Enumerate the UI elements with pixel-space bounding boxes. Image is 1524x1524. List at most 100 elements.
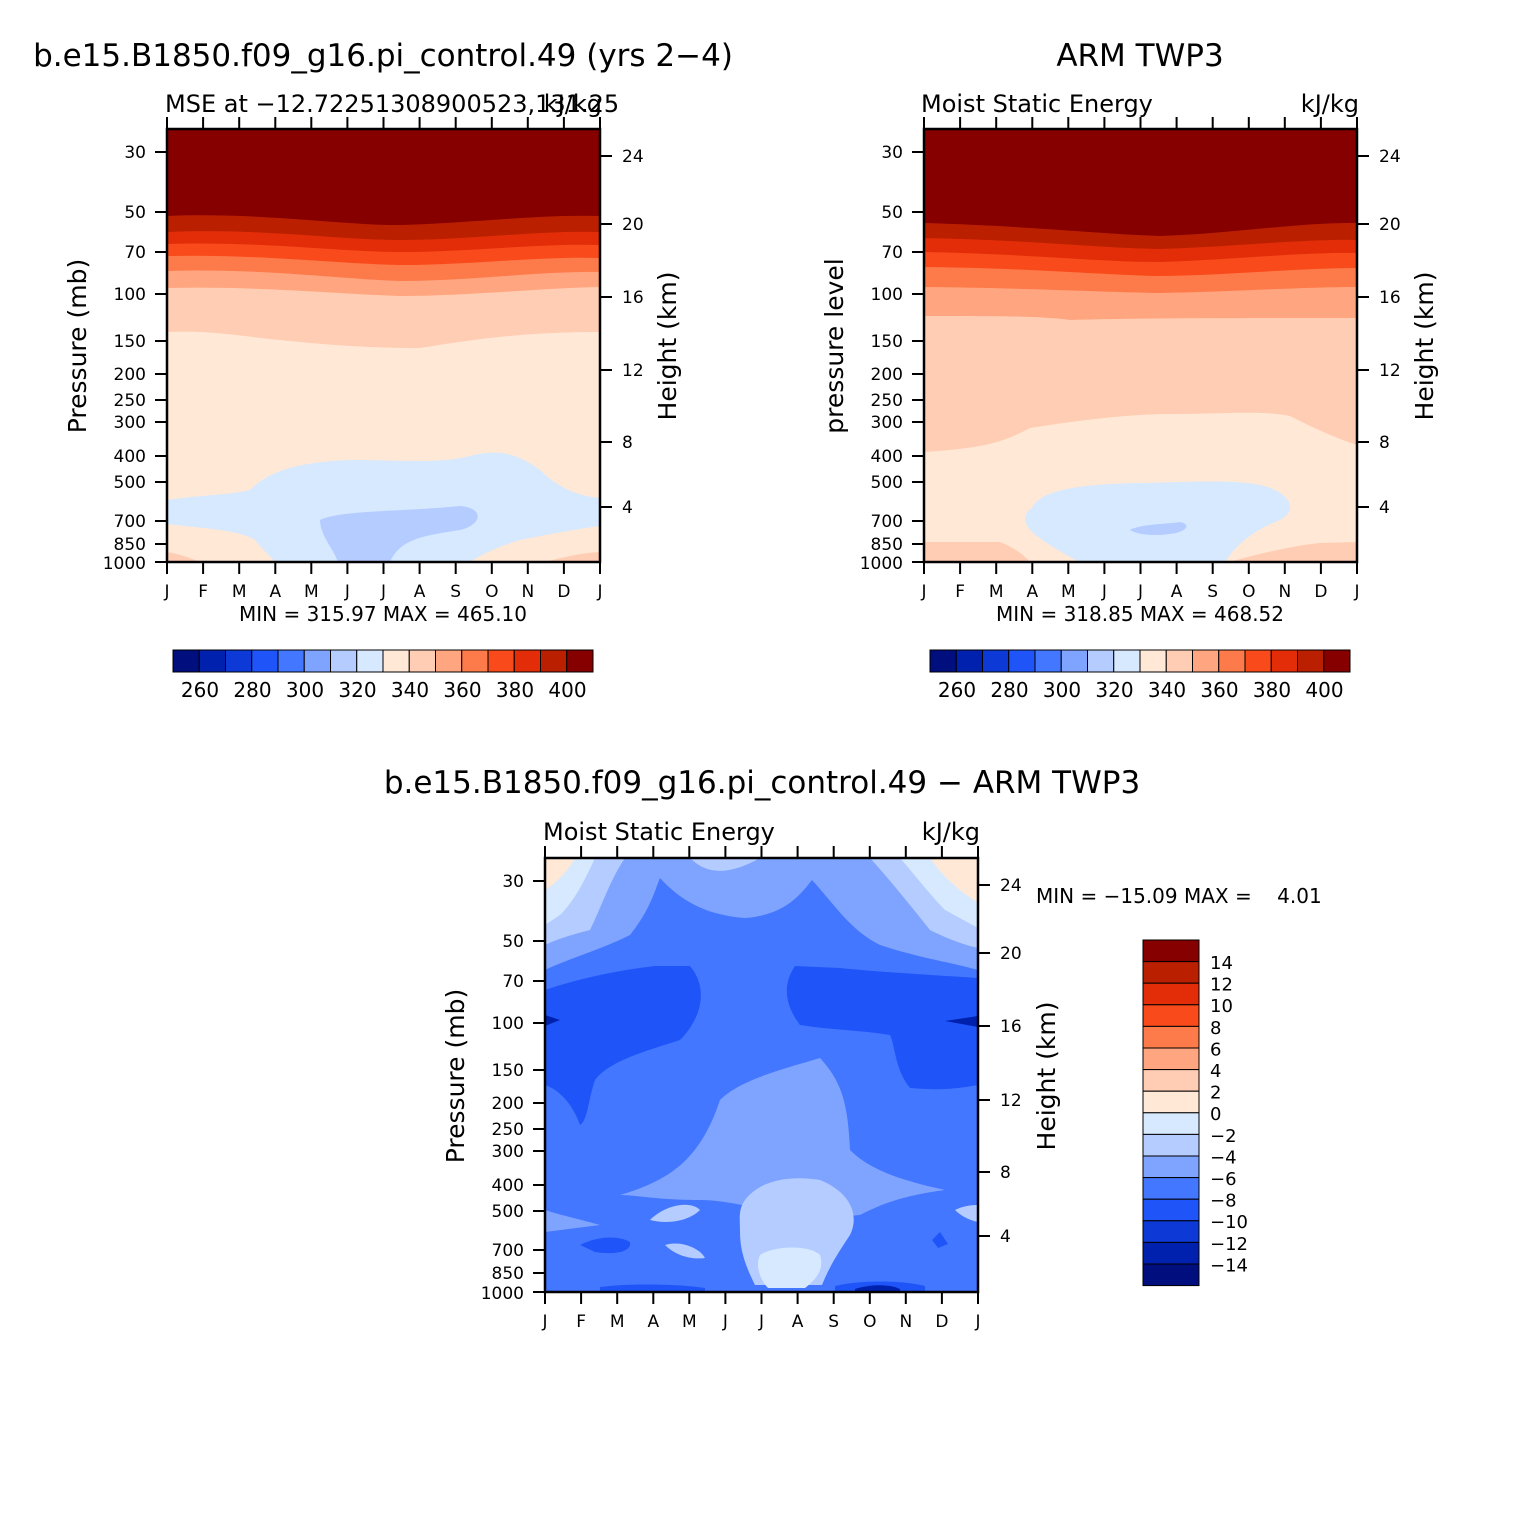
- panel-model-xticks: J F M A M J J A S O N D J: [163, 117, 603, 602]
- contour-fill: [167, 524, 275, 562]
- colorbar-swatch: [1087, 649, 1115, 673]
- panel-model-colorbar: 260 280 300 320 340 360 380 400: [172, 649, 594, 702]
- colorbar-label: 340: [1148, 678, 1186, 702]
- colorbar-swatch: [461, 649, 489, 673]
- y2-tick-label: 16: [1379, 288, 1401, 308]
- colorbar-swatch: [513, 649, 541, 673]
- colorbar-swatch: [1142, 1241, 1200, 1265]
- y-tick-label: 400: [492, 1176, 524, 1196]
- x-tick-label: A: [414, 582, 426, 602]
- y-tick-label: 700: [114, 512, 146, 532]
- y-tick-label: 850: [114, 535, 146, 555]
- contour-fill: [600, 1284, 705, 1292]
- y-tick-label: 100: [114, 285, 146, 305]
- panel-model-stats: MIN = 315.97 MAX = 465.10: [239, 602, 527, 626]
- y2-tick-label: 8: [622, 433, 633, 453]
- colorbar-label: 280: [990, 678, 1028, 702]
- x-tick-label: N: [899, 1312, 912, 1332]
- panel-diff-contours: [545, 858, 978, 1292]
- y-tick-label: 1000: [860, 554, 903, 574]
- panel-obs-stats: MIN = 318.85 MAX = 468.52: [996, 602, 1284, 626]
- colorbar-label: −4: [1210, 1147, 1237, 1168]
- y-tick-label: 500: [492, 1202, 524, 1222]
- colorbar-label: −14: [1210, 1255, 1248, 1276]
- panel-diff-colorbar: 14 12 10 8 6 4 2 0 −2 −4 −6 −8 −10 −12 −…: [1142, 939, 1248, 1287]
- colorbar-swatch: [1323, 649, 1351, 673]
- colorbar-swatch: [929, 649, 957, 673]
- colorbar-swatch: [1113, 649, 1141, 673]
- colorbar-label: 340: [391, 678, 429, 702]
- contour-fill: [932, 1232, 948, 1248]
- y-tick-label: 700: [871, 512, 903, 532]
- panel-model-ylabel: Pressure (mb): [63, 259, 92, 433]
- colorbar-swatch: [1139, 649, 1167, 673]
- y-tick-label: 200: [114, 365, 146, 385]
- y2-tick-label: 24: [1000, 876, 1022, 896]
- colorbar-swatch: [955, 649, 983, 673]
- contour-fill: [650, 1204, 700, 1222]
- y-tick-label: 100: [492, 1014, 524, 1034]
- colorbar-swatch: [225, 649, 253, 673]
- colorbar-label: 300: [286, 678, 324, 702]
- panel-diff-right-label: kJ/kg: [922, 818, 980, 846]
- x-tick-label: D: [1314, 582, 1327, 602]
- colorbar-swatch: [1142, 1004, 1200, 1027]
- colorbar-label: 2: [1210, 1083, 1221, 1104]
- x-tick-label: A: [269, 582, 281, 602]
- colorbar-label: −10: [1210, 1212, 1248, 1233]
- colorbar-swatch: [1142, 961, 1200, 984]
- y-tick-label: 200: [871, 365, 903, 385]
- y-tick-marks: [912, 151, 924, 563]
- y-tick-label: 500: [114, 473, 146, 493]
- panel-obs-ylabel-right: Height (km): [1410, 272, 1439, 421]
- x-tick-label: A: [647, 1312, 659, 1332]
- y-tick-label: 250: [114, 391, 146, 411]
- y-tick-label: 300: [492, 1142, 524, 1162]
- y-tick-label: 30: [502, 872, 524, 892]
- y-tick-label: 250: [492, 1120, 524, 1140]
- x-tick-label: M: [232, 582, 247, 602]
- y-tick-label: 50: [502, 932, 524, 952]
- colorbar-swatch: [1192, 649, 1220, 673]
- y2-tick-label: 12: [1379, 361, 1401, 381]
- colorbar-swatch: [1034, 649, 1062, 673]
- x-tick-label: M: [1061, 582, 1076, 602]
- y-tick-label: 200: [492, 1094, 524, 1114]
- contour-fill: [545, 858, 575, 890]
- x-tick-label: A: [1026, 582, 1038, 602]
- contour-fill: [167, 552, 200, 562]
- y2-tick-label: 12: [1000, 1091, 1022, 1111]
- x-tick-label: D: [935, 1312, 948, 1332]
- contour-fill: [470, 526, 600, 562]
- y-tick-label: 150: [871, 332, 903, 352]
- y-tick-label: 100: [871, 285, 903, 305]
- y2-tick-marks: [600, 155, 612, 508]
- colorbar-label: 320: [1095, 678, 1133, 702]
- x-tick-label: D: [557, 582, 570, 602]
- panel-difference: b.e15.B1850.f09_g16.pi_control.49 − ARM …: [384, 765, 1322, 1332]
- contour-fill: [665, 1243, 705, 1259]
- contour-fill: [320, 506, 478, 562]
- y-tick-label: 500: [871, 473, 903, 493]
- panel-model-contours: [167, 129, 600, 562]
- y2-tick-label: 8: [1379, 433, 1390, 453]
- panel-model-title: b.e15.B1850.f09_g16.pi_control.49 (yrs 2…: [33, 38, 733, 74]
- y2-tick-label: 24: [1379, 147, 1401, 167]
- x-tick-label: F: [576, 1312, 586, 1332]
- contour-fill: [1230, 542, 1357, 562]
- contour-fill: [955, 1205, 978, 1222]
- colorbar-swatch: [330, 649, 358, 673]
- panel-diff-stats: MIN = −15.09 MAX = 4.01: [1036, 884, 1322, 908]
- x-tick-label: N: [1278, 582, 1291, 602]
- y2-tick-marks: [1357, 155, 1369, 508]
- colorbar-label: 360: [1200, 678, 1238, 702]
- x-tick-marks: [166, 117, 601, 574]
- colorbar-swatch: [1142, 1263, 1200, 1287]
- contour-fill: [1130, 522, 1187, 535]
- x-tick-label: F: [955, 582, 965, 602]
- contour-fill: [545, 552, 600, 562]
- colorbar-swatch: [1218, 649, 1246, 673]
- colorbar-swatch: [172, 649, 200, 673]
- colorbar-swatch: [1142, 1133, 1200, 1157]
- colorbar-label: −6: [1210, 1169, 1237, 1190]
